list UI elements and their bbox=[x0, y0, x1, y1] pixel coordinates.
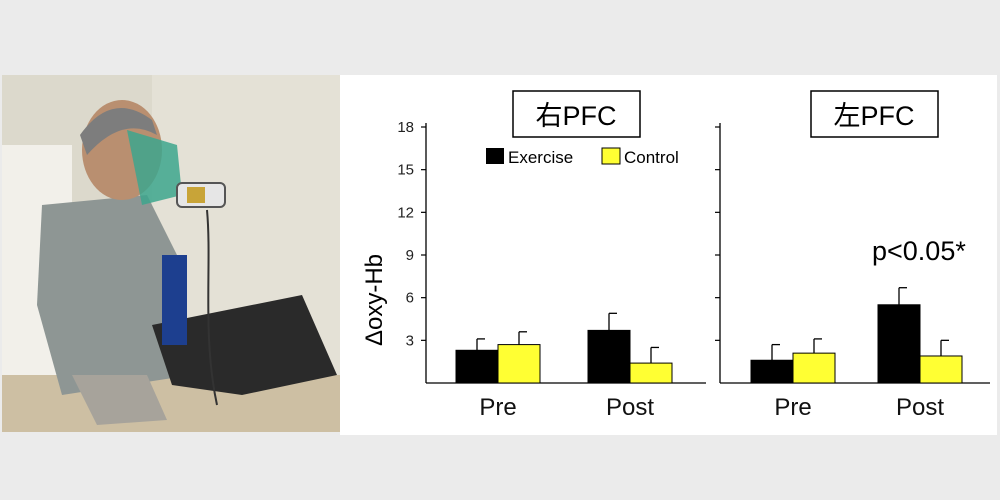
bar-exercise-post bbox=[877, 304, 921, 384]
y-tick-label: 15 bbox=[397, 162, 414, 179]
significance-annotation: p<0.05* bbox=[872, 236, 966, 266]
chart-left-pfc: 左PFC p<0.05* Pre Post bbox=[715, 90, 990, 421]
x-tick-label: Post bbox=[896, 394, 944, 421]
y-tick-label: 12 bbox=[397, 204, 414, 221]
bar-control-post bbox=[629, 362, 673, 384]
subject-photo bbox=[2, 75, 340, 432]
chart-title-box bbox=[512, 90, 641, 138]
x-tick-label: Post bbox=[606, 394, 654, 421]
person-with-breathing-mask-icon bbox=[2, 75, 340, 432]
legend-label-control: Control bbox=[624, 148, 679, 167]
bar-exercise-pre bbox=[750, 359, 794, 384]
bar-exercise-pre bbox=[455, 349, 499, 384]
legend-label-exercise: Exercise bbox=[508, 148, 573, 167]
bar-chart-figure: 右PFC Δoxy-Hb Exercise Control 3 6 9 12 15 18 P… bbox=[361, 90, 990, 421]
y-axis-label: Δoxy-Hb bbox=[361, 254, 388, 346]
y-tick-label: 18 bbox=[397, 119, 414, 136]
y-tick-label: 3 bbox=[406, 332, 414, 349]
legend-swatch-exercise bbox=[486, 148, 504, 164]
bar-control-post bbox=[919, 355, 963, 384]
y-tick-label: 9 bbox=[406, 247, 414, 264]
bar-control-pre bbox=[792, 352, 836, 384]
chart-title: 左PFC bbox=[834, 101, 915, 131]
chart-panel: 右PFC Δoxy-Hb Exercise Control 3 6 9 12 15 18 P… bbox=[340, 75, 997, 435]
legend-swatch-control bbox=[601, 147, 621, 165]
bar-control-pre bbox=[497, 344, 541, 384]
bar-exercise-post bbox=[587, 329, 631, 384]
x-tick-label: Pre bbox=[774, 394, 811, 421]
y-tick-label: 6 bbox=[406, 290, 414, 307]
chart-title: 右PFC bbox=[536, 101, 617, 131]
chart-title-box bbox=[810, 90, 939, 138]
chart-right-pfc: 右PFC Δoxy-Hb Exercise Control 3 6 9 12 15 18 P… bbox=[361, 90, 706, 421]
x-tick-label: Pre bbox=[479, 394, 516, 421]
